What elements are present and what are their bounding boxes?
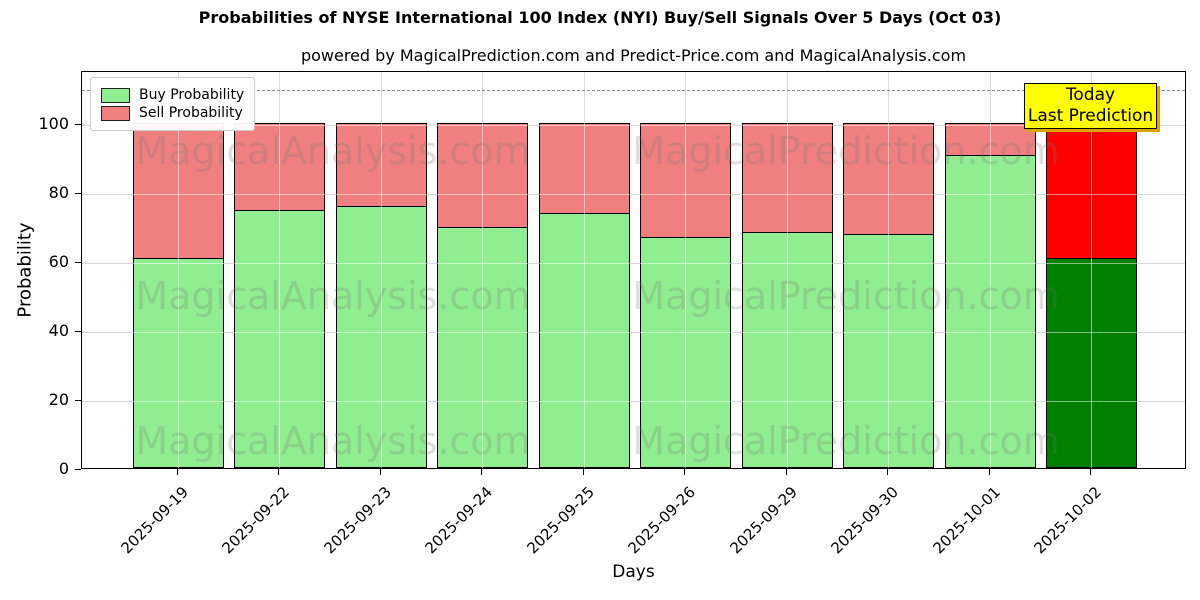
x-tick-mark-2025-09-29 [785, 469, 787, 475]
x-tick-label-2025-09-26: 2025-09-26 [624, 483, 700, 558]
grid-over-layer [82, 72, 1185, 468]
watermark-prediction-row1: MagicalPrediction.com [632, 129, 1060, 173]
y-tick-label-80: 80 [48, 183, 69, 203]
legend-buy-swatch [101, 87, 130, 103]
legend-sell-label: Sell Probability [139, 105, 243, 121]
v-gridline-over-2025-09-25 [583, 72, 585, 468]
v-gridline-over-2025-10-02 [1091, 72, 1092, 468]
legend-sell-swatch [101, 105, 130, 121]
today-annotation: Today Last Prediction [1024, 83, 1157, 129]
x-tick-label-2025-09-24: 2025-09-24 [421, 483, 497, 558]
x-tick-label-2025-09-29: 2025-09-29 [726, 483, 801, 558]
x-tick-label-2025-09-19: 2025-09-19 [117, 483, 192, 558]
y-axis-label: Probability [14, 222, 36, 318]
plot-area: Buy Probability Sell Probability Today L… [81, 71, 1186, 469]
x-tick-mark-2025-10-01 [988, 469, 990, 475]
v-gridline-over-2025-09-23 [380, 72, 382, 468]
v-gridline-over-2025-09-26 [685, 72, 686, 468]
x-axis-label: Days [612, 562, 655, 582]
chart-subtitle: powered by MagicalPrediction.com and Pre… [300, 46, 967, 65]
x-tick-mark-2025-09-19 [176, 469, 178, 475]
h-gridline-over-80 [82, 194, 1185, 196]
y-tick-mark-40 [75, 330, 81, 332]
today-annotation-line2: Last Prediction [1027, 106, 1154, 126]
today-annotation-line1: Today [1065, 85, 1116, 105]
y-tick-mark-20 [75, 399, 81, 401]
x-tick-mark-2025-09-25 [582, 469, 584, 475]
x-tick-label-2025-09-25: 2025-09-25 [523, 483, 598, 558]
y-tick-label-60: 60 [48, 252, 69, 272]
x-tick-label-2025-10-02: 2025-10-02 [1030, 483, 1106, 558]
x-tick-label-2025-09-22: 2025-09-22 [218, 483, 294, 558]
v-gridline-over-2025-09-29 [786, 72, 788, 468]
y-tick-label-0: 0 [58, 459, 69, 478]
watermark-prediction-row3: MagicalPrediction.com [632, 419, 1060, 463]
x-tick-mark-2025-09-26 [684, 469, 686, 475]
x-tick-label-2025-09-23: 2025-09-23 [320, 483, 395, 558]
watermark-analysis-row3: MagicalAnalysis.com [135, 419, 531, 463]
h-gridline-over-60 [82, 263, 1185, 265]
y-tick-label-40: 40 [48, 321, 69, 341]
v-gridline-over-2025-09-30 [888, 72, 889, 468]
x-tick-mark-2025-09-30 [887, 469, 889, 475]
legend-entry-buy: Buy Probability [101, 87, 244, 103]
y-tick-label-100: 100 [38, 114, 69, 134]
v-gridline-over-2025-09-24 [482, 72, 483, 468]
x-tick-mark-2025-10-02 [1090, 469, 1092, 475]
v-gridline-over-2025-09-19 [177, 72, 179, 468]
y-tick-label-20: 20 [48, 390, 69, 410]
h-gridline-over-20 [82, 401, 1185, 403]
x-tick-mark-2025-09-23 [379, 469, 381, 475]
v-gridline-over-2025-10-01 [989, 72, 991, 468]
h-gridline-over-40 [82, 332, 1185, 334]
x-tick-label-2025-10-01: 2025-10-01 [929, 483, 1004, 558]
y-tick-mark-60 [75, 261, 81, 263]
y-tick-mark-100 [75, 123, 81, 125]
legend-buy-label: Buy Probability [139, 87, 245, 103]
watermark-analysis-row2: MagicalAnalysis.com [135, 274, 531, 318]
legend: Buy Probability Sell Probability [90, 77, 256, 131]
upper-dashed-gridline [82, 90, 1185, 91]
legend-entry-sell: Sell Probability [101, 105, 244, 121]
watermark-analysis-row1: MagicalAnalysis.com [135, 129, 531, 173]
x-tick-mark-2025-09-22 [278, 469, 280, 475]
v-gridline-over-2025-09-22 [279, 72, 280, 468]
watermark-prediction-row2: MagicalPrediction.com [632, 274, 1060, 318]
x-tick-mark-2025-09-24 [481, 469, 483, 475]
y-tick-mark-0 [75, 468, 81, 470]
h-gridline-over-100 [82, 125, 1185, 127]
x-tick-label-2025-09-30: 2025-09-30 [827, 483, 903, 558]
chart-title: Probabilities of NYSE International 100 … [198, 8, 1002, 27]
y-tick-mark-80 [75, 192, 81, 194]
